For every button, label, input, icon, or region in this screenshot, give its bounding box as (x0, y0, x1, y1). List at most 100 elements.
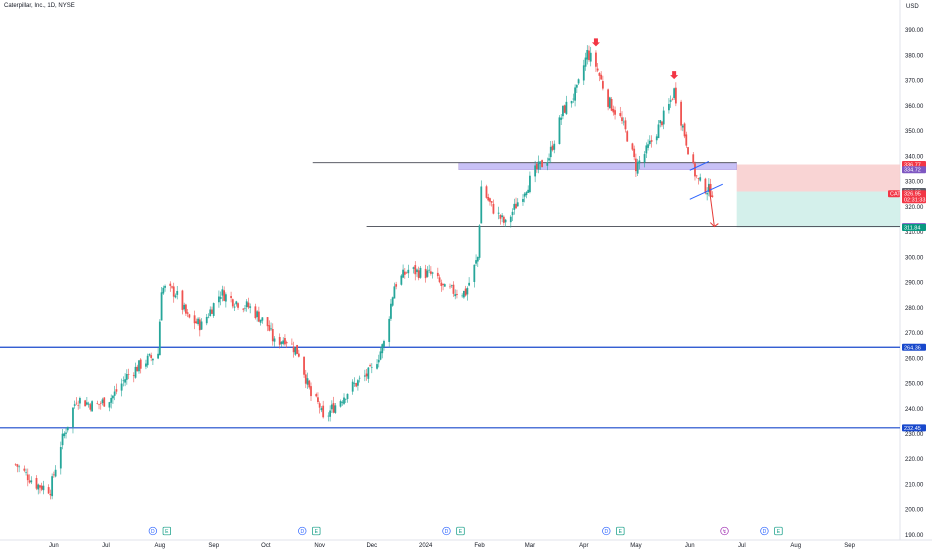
candle-body (290, 343, 293, 345)
candle-body (297, 353, 300, 357)
candle (351, 379, 354, 395)
candle (534, 160, 537, 183)
candle-body (18, 466, 21, 468)
candle-body (207, 316, 210, 318)
candle-body (631, 143, 634, 150)
candle-body (84, 400, 87, 407)
candle (63, 431, 66, 439)
candle (635, 153, 637, 177)
candle (687, 146, 689, 155)
candle (562, 105, 564, 120)
y-tick-label: 330.00 (905, 180, 924, 186)
candle-body (426, 270, 429, 277)
candle (577, 78, 580, 85)
candle (66, 426, 69, 433)
candle-body (659, 120, 662, 124)
candle-body (188, 314, 191, 318)
candle-body (96, 403, 99, 404)
candle (18, 464, 21, 473)
candle-body (186, 312, 189, 314)
candle (148, 353, 151, 357)
x-tick-label: Aug (155, 543, 166, 549)
candle (674, 82, 677, 107)
candle-body (270, 328, 272, 330)
candle (407, 264, 410, 278)
candle (39, 484, 41, 494)
candle-body (341, 401, 344, 403)
candle-body (37, 484, 40, 490)
candle-body (454, 294, 457, 297)
candle (221, 285, 224, 302)
candle (624, 117, 627, 133)
candle (358, 375, 361, 383)
marker-letter: D (300, 529, 304, 535)
candle (379, 347, 382, 361)
candle (270, 322, 272, 331)
candle-body (112, 395, 114, 399)
candle (685, 131, 688, 149)
candle (416, 268, 418, 277)
candle-body (87, 403, 90, 405)
candle-body (132, 375, 135, 377)
candle (164, 284, 166, 292)
candle-body (185, 304, 187, 314)
marker-letter: E (459, 529, 463, 535)
candle-body (428, 269, 431, 271)
candle-body (565, 101, 568, 115)
candle (315, 392, 318, 398)
y-tick-label: 190.00 (905, 533, 924, 539)
peak-down-arrow-icon (670, 71, 679, 80)
candle-body (416, 269, 418, 273)
candle-body (497, 212, 500, 214)
candle (47, 484, 50, 495)
x-tick-label: Jun (685, 543, 695, 549)
candle-body (327, 415, 330, 417)
candle-body (101, 399, 104, 404)
candle (461, 293, 464, 298)
candle (172, 282, 175, 303)
candle-body (150, 355, 153, 358)
candle (318, 401, 321, 414)
candle-body (522, 198, 524, 202)
earnings-marker-icon (616, 526, 625, 536)
candle-body (47, 487, 50, 494)
candle-body (589, 52, 592, 62)
candle (480, 180, 483, 224)
candle (442, 283, 444, 291)
candle (249, 303, 252, 314)
candle (343, 393, 345, 405)
candle (256, 310, 259, 322)
candle (527, 185, 530, 194)
projection-arrow-line (708, 185, 715, 227)
candle-body (485, 186, 488, 198)
candle (237, 302, 239, 310)
candle-body (164, 285, 166, 288)
candle (621, 111, 623, 125)
candle-body (548, 158, 550, 161)
candle (643, 151, 646, 168)
candle-body (405, 272, 408, 274)
price-tag (902, 190, 926, 204)
candle (198, 317, 201, 337)
candle (145, 359, 147, 370)
candle (537, 155, 540, 174)
candle-body (553, 143, 556, 150)
candle (548, 153, 550, 163)
ticker-tag (888, 190, 900, 198)
candle-body (450, 285, 453, 286)
candle (218, 290, 220, 308)
candle (668, 98, 670, 114)
candle (551, 140, 554, 152)
candle (108, 401, 111, 412)
candle (412, 266, 415, 274)
candle (539, 161, 542, 170)
candle-body (273, 338, 276, 342)
candle-body (499, 214, 502, 219)
split-marker-icon (720, 526, 729, 536)
candle (188, 313, 191, 319)
candle-body (254, 306, 257, 319)
candle-body (661, 121, 663, 126)
candle-body (282, 340, 285, 344)
candle (462, 290, 465, 299)
